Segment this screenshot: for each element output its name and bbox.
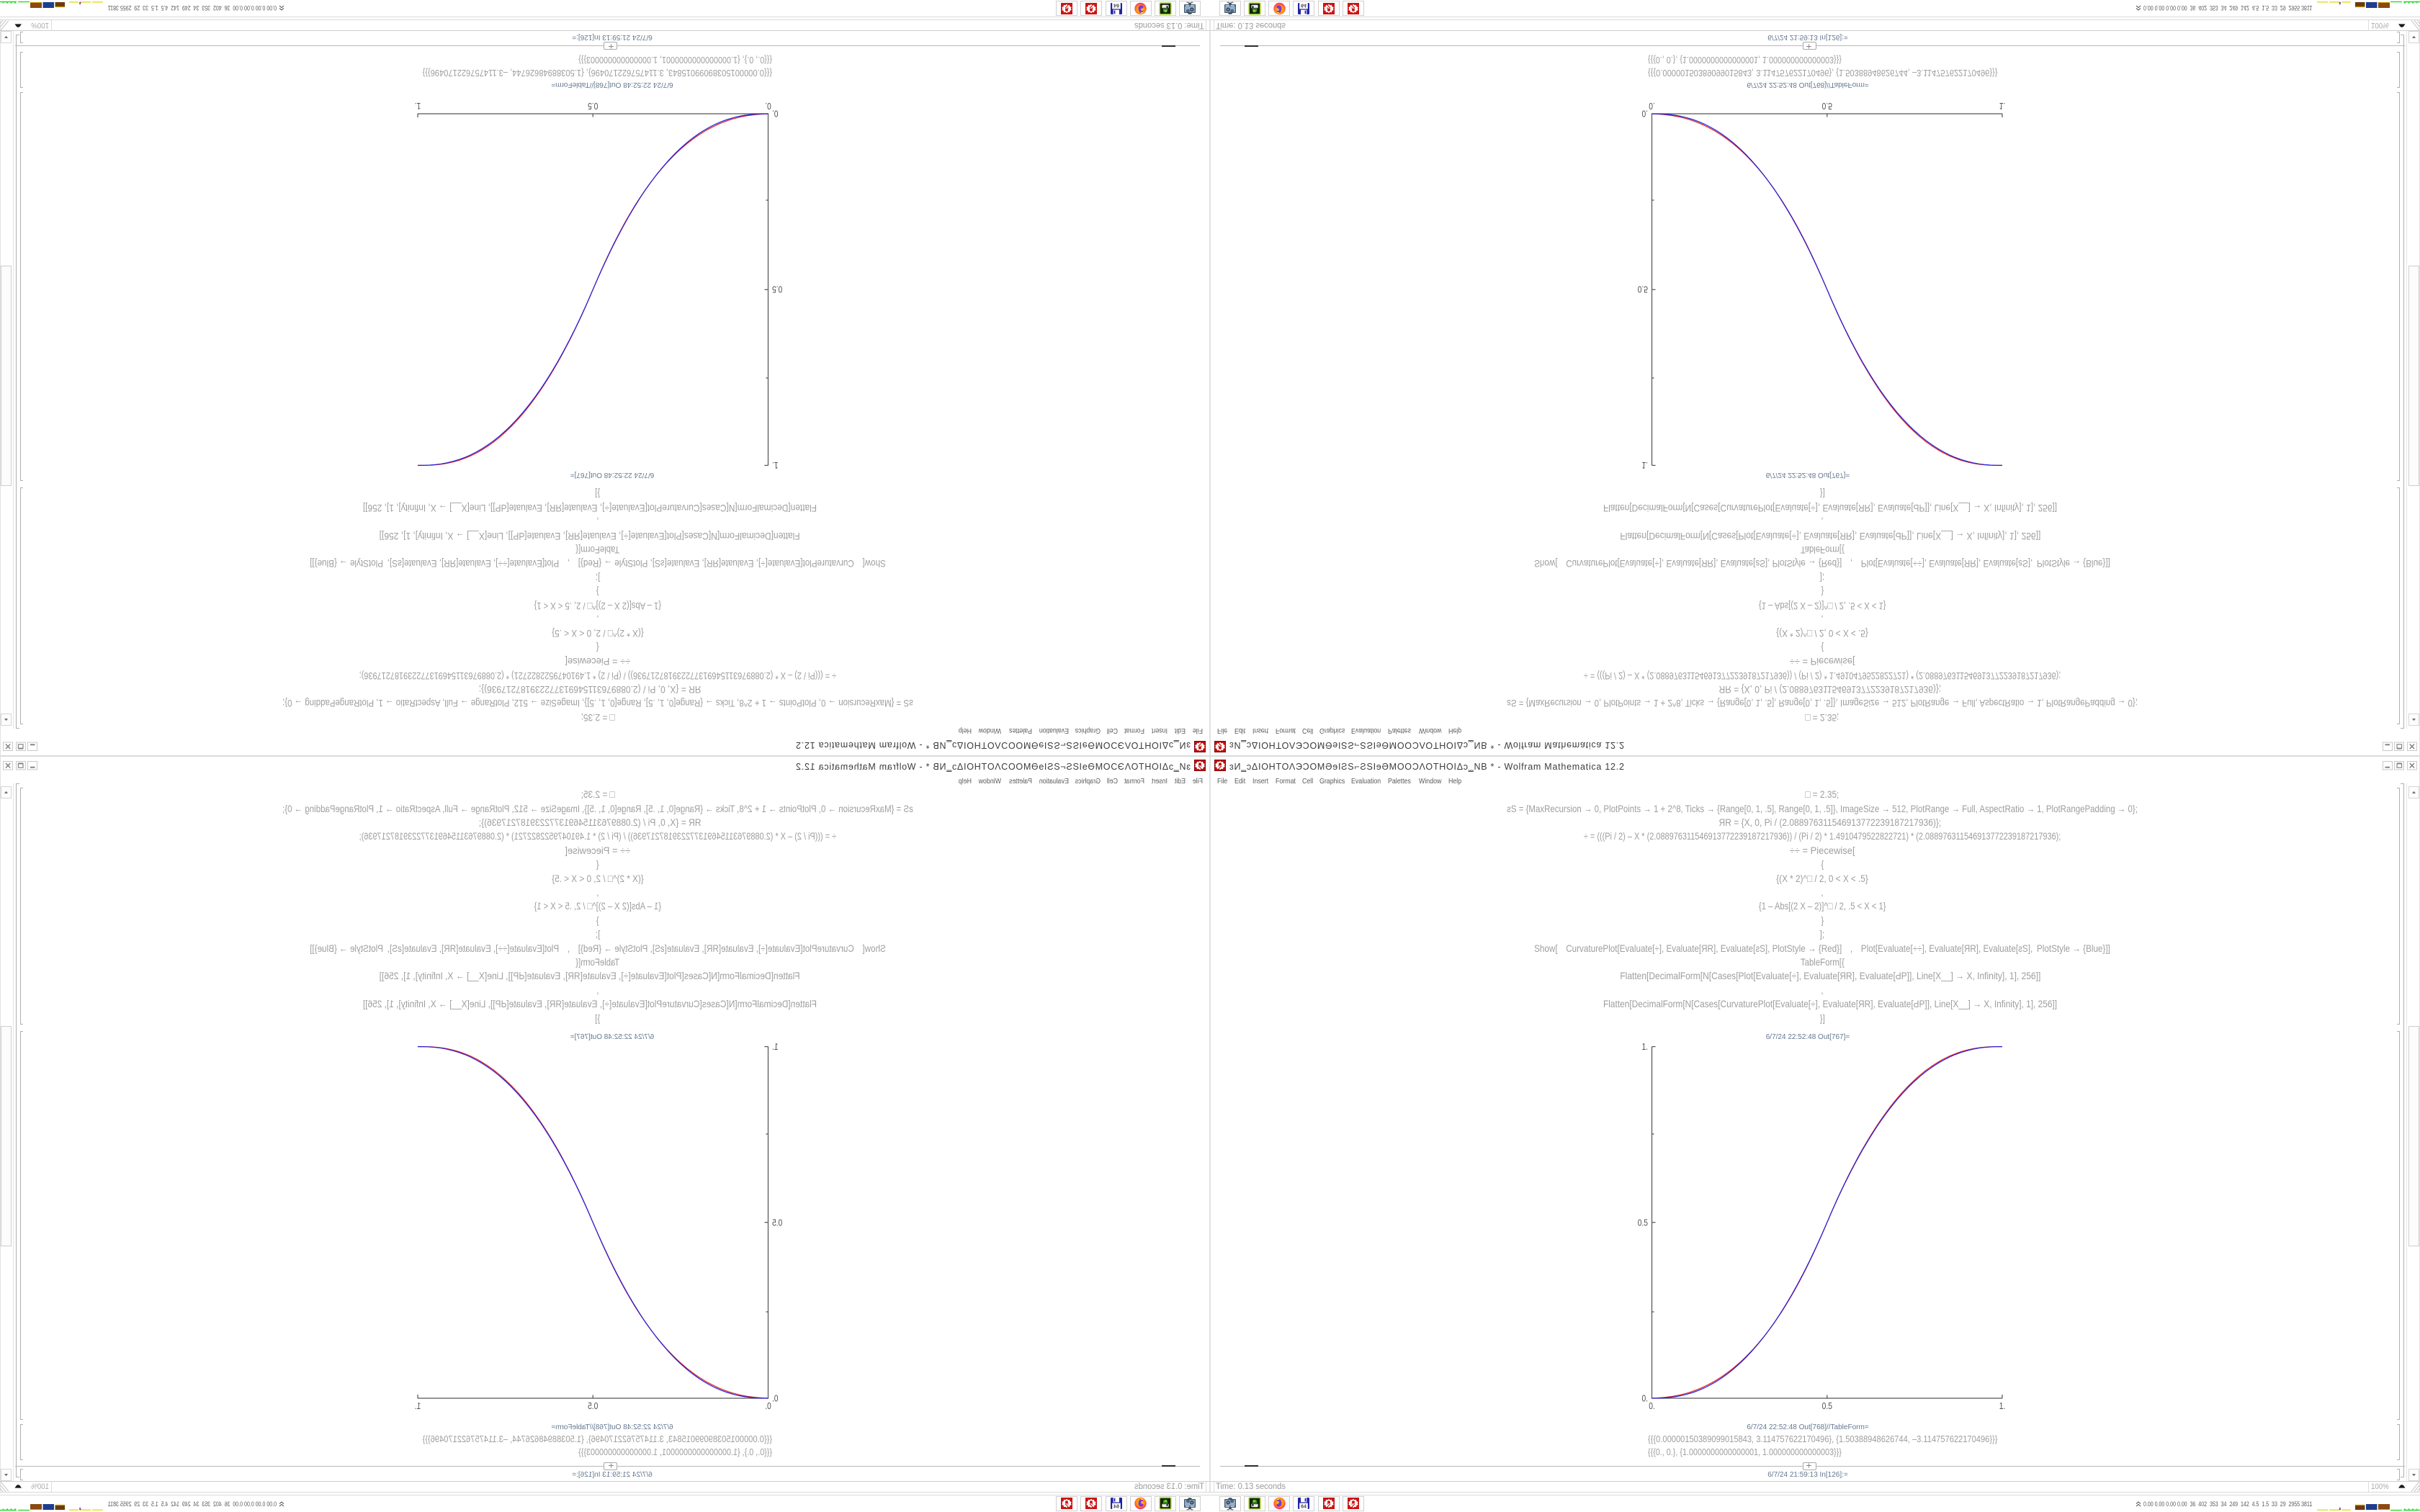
- svg-text:1.: 1.: [1641, 460, 1648, 469]
- svg-text:0.: 0.: [1649, 1402, 1655, 1411]
- svg-text:64: 64: [1301, 1505, 1307, 1510]
- svg-text:0.: 0.: [772, 1395, 779, 1404]
- svg-text:1.: 1.: [415, 1402, 421, 1411]
- svg-text:0.5: 0.5: [588, 1402, 598, 1411]
- svg-text:0.5: 0.5: [588, 101, 598, 110]
- svg-text:1.: 1.: [415, 101, 421, 110]
- svg-text:64: 64: [1113, 1505, 1119, 1510]
- svg-text:0.5: 0.5: [1822, 1402, 1832, 1411]
- svg-text:0.: 0.: [1641, 1395, 1648, 1404]
- svg-text:1.: 1.: [1999, 1402, 2006, 1411]
- svg-text:0.5: 0.5: [1638, 284, 1648, 293]
- svg-text:0.: 0.: [772, 108, 779, 117]
- svg-text:0.5: 0.5: [1638, 1218, 1648, 1228]
- svg-text:0.: 0.: [1641, 108, 1648, 117]
- svg-text:1.: 1.: [772, 460, 779, 469]
- svg-text:1.: 1.: [772, 1043, 779, 1052]
- svg-text:64: 64: [1113, 2, 1119, 7]
- svg-text:0.5: 0.5: [772, 284, 782, 293]
- svg-text:0.: 0.: [765, 1402, 771, 1411]
- svg-text:0.5: 0.5: [1822, 101, 1832, 110]
- svg-text:0.: 0.: [765, 101, 771, 110]
- svg-text:0.: 0.: [1649, 101, 1655, 110]
- svg-text:1.: 1.: [1641, 1043, 1648, 1052]
- svg-text:64: 64: [1301, 2, 1307, 7]
- svg-text:0.5: 0.5: [772, 1218, 782, 1228]
- svg-text:1.: 1.: [1999, 101, 2006, 110]
